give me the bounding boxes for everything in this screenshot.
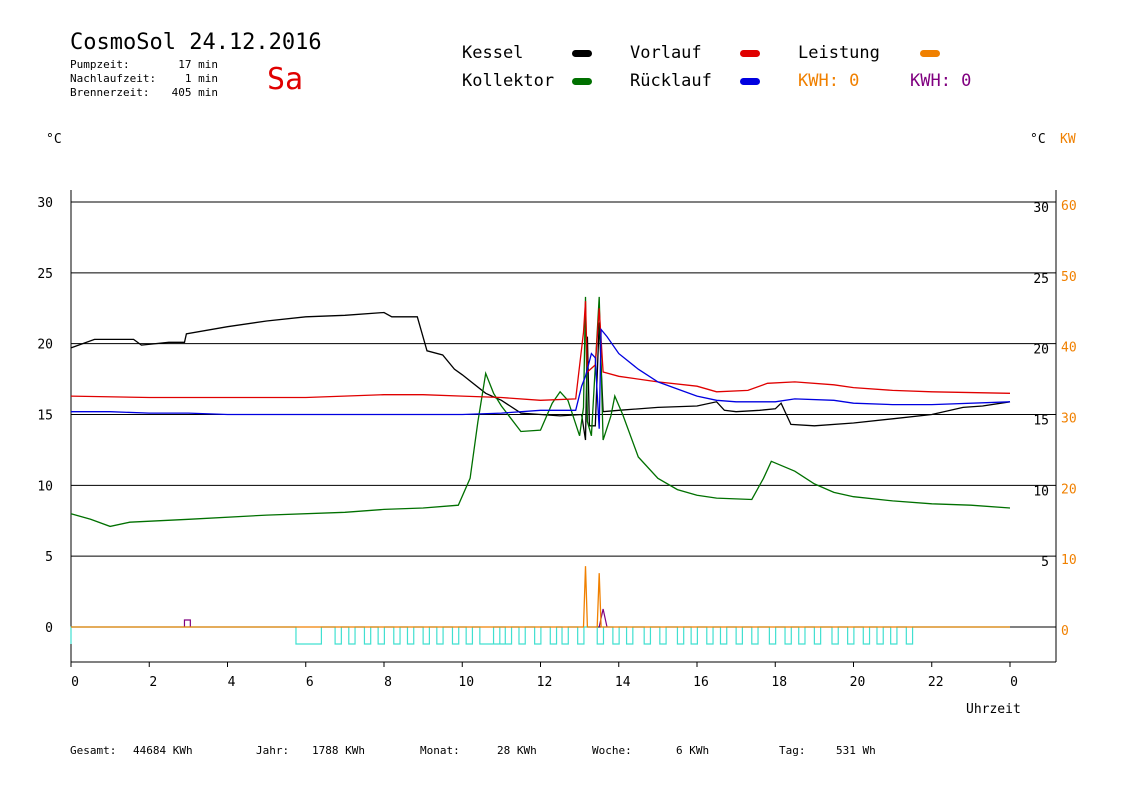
legend-ruecklauf-label: Rücklauf xyxy=(630,71,712,91)
x-tick-label: 14 xyxy=(615,675,631,690)
y-tick-label-right: 30 xyxy=(1033,201,1049,216)
burner-time-label: Brennerzeit: xyxy=(70,86,150,99)
y-tick-label-left: 0 xyxy=(45,621,53,636)
x-tick-label: 0 xyxy=(1010,675,1018,690)
footer-total-value: 44684 KWh xyxy=(133,744,193,757)
x-tick-label: 22 xyxy=(928,675,944,690)
x-axis-label: Uhrzeit xyxy=(966,702,1021,717)
y-tick-label-kw: 0 xyxy=(1061,624,1069,639)
x-tick-label: 8 xyxy=(384,675,392,690)
right-axis-unit-kw: KW xyxy=(1060,132,1076,147)
legend-kessel-swatch xyxy=(572,50,592,57)
weekday-label: Sa xyxy=(267,62,304,97)
series-line-vorlauf xyxy=(70,301,1011,401)
y-tick-label-kw: 50 xyxy=(1061,270,1077,285)
afterrun-time-value: 1 min xyxy=(184,72,218,85)
y-tick-label-right: 10 xyxy=(1033,484,1049,499)
y-tick-label-left: 5 xyxy=(45,550,53,565)
x-tick-label: 10 xyxy=(458,675,474,690)
legend-kwh-purple: KWH: 0 xyxy=(910,71,972,91)
right-axis-unit-celsius: °C xyxy=(1030,132,1046,147)
footer-day-label: Tag: xyxy=(779,744,806,757)
pump-time-label: Pumpzeit: xyxy=(70,58,130,71)
footer-total-label: Gesamt: xyxy=(70,744,117,757)
afterrun-time-label: Nachlaufzeit: xyxy=(70,72,157,85)
legend-leistung-label: Leistung xyxy=(798,43,880,63)
y-tick-label-kw: 30 xyxy=(1061,412,1077,427)
x-tick-label: 20 xyxy=(850,675,866,690)
y-tick-label-left: 10 xyxy=(37,479,53,494)
x-tick-label: 12 xyxy=(537,675,553,690)
y-tick-label-kw: 10 xyxy=(1061,553,1077,568)
y-tick-label-right: 20 xyxy=(1033,343,1049,358)
legend-vorlauf-swatch xyxy=(740,50,760,57)
pump-time-value: 17 min xyxy=(178,58,218,71)
legend-kwh-orange: KWH: 0 xyxy=(798,71,860,91)
series-line-rcklauf xyxy=(71,327,1011,429)
footer-year-label: Jahr: xyxy=(256,744,290,757)
x-tick-label: 16 xyxy=(693,675,709,690)
y-tick-label-left: 20 xyxy=(37,338,53,353)
footer-week-value: 6 KWh xyxy=(676,744,710,757)
footer-day-value: 531 Wh xyxy=(836,744,876,757)
x-tick-label: 4 xyxy=(228,675,236,690)
y-tick-label-kw: 40 xyxy=(1061,341,1077,356)
footer-month-label: Monat: xyxy=(420,744,460,757)
x-tick-label: 18 xyxy=(771,675,787,690)
left-axis-unit: °C xyxy=(46,132,62,147)
burner-blip xyxy=(183,619,191,627)
footer-year-value: 1788 KWh xyxy=(312,744,365,757)
footer-week-label: Woche: xyxy=(592,744,632,757)
legend-leistung-swatch xyxy=(920,50,940,57)
y-tick-label-right: 5 xyxy=(1041,555,1049,570)
x-tick-label: 0 xyxy=(71,675,79,690)
legend-kollektor-label: Kollektor xyxy=(462,71,555,91)
y-tick-label-left: 30 xyxy=(37,196,53,211)
y-tick-label-left: 15 xyxy=(37,409,53,424)
y-tick-label-kw: 20 xyxy=(1061,482,1077,497)
y-tick-label-left: 25 xyxy=(37,267,53,282)
y-tick-label-right: 15 xyxy=(1033,414,1049,429)
pump-activity-trace xyxy=(70,626,1010,645)
legend-ruecklauf-swatch xyxy=(740,78,760,85)
burner-time-value: 405 min xyxy=(171,86,218,99)
x-tick-label: 6 xyxy=(306,675,314,690)
series-line-leistung xyxy=(71,566,1010,628)
x-tick-label: 2 xyxy=(149,675,157,690)
legend-kessel-label: Kessel xyxy=(462,43,524,63)
legend-vorlauf-label: Vorlauf xyxy=(630,43,702,63)
page-title: CosmoSol 24.12.2016 xyxy=(70,30,322,55)
legend-kollektor-swatch xyxy=(572,78,592,85)
y-tick-label-right: 25 xyxy=(1033,272,1049,287)
series-line-kessel xyxy=(70,311,1011,441)
series-line-kollektor xyxy=(70,296,1011,528)
y-tick-label-kw: 60 xyxy=(1061,199,1077,214)
footer-month-value: 28 KWh xyxy=(497,744,537,757)
